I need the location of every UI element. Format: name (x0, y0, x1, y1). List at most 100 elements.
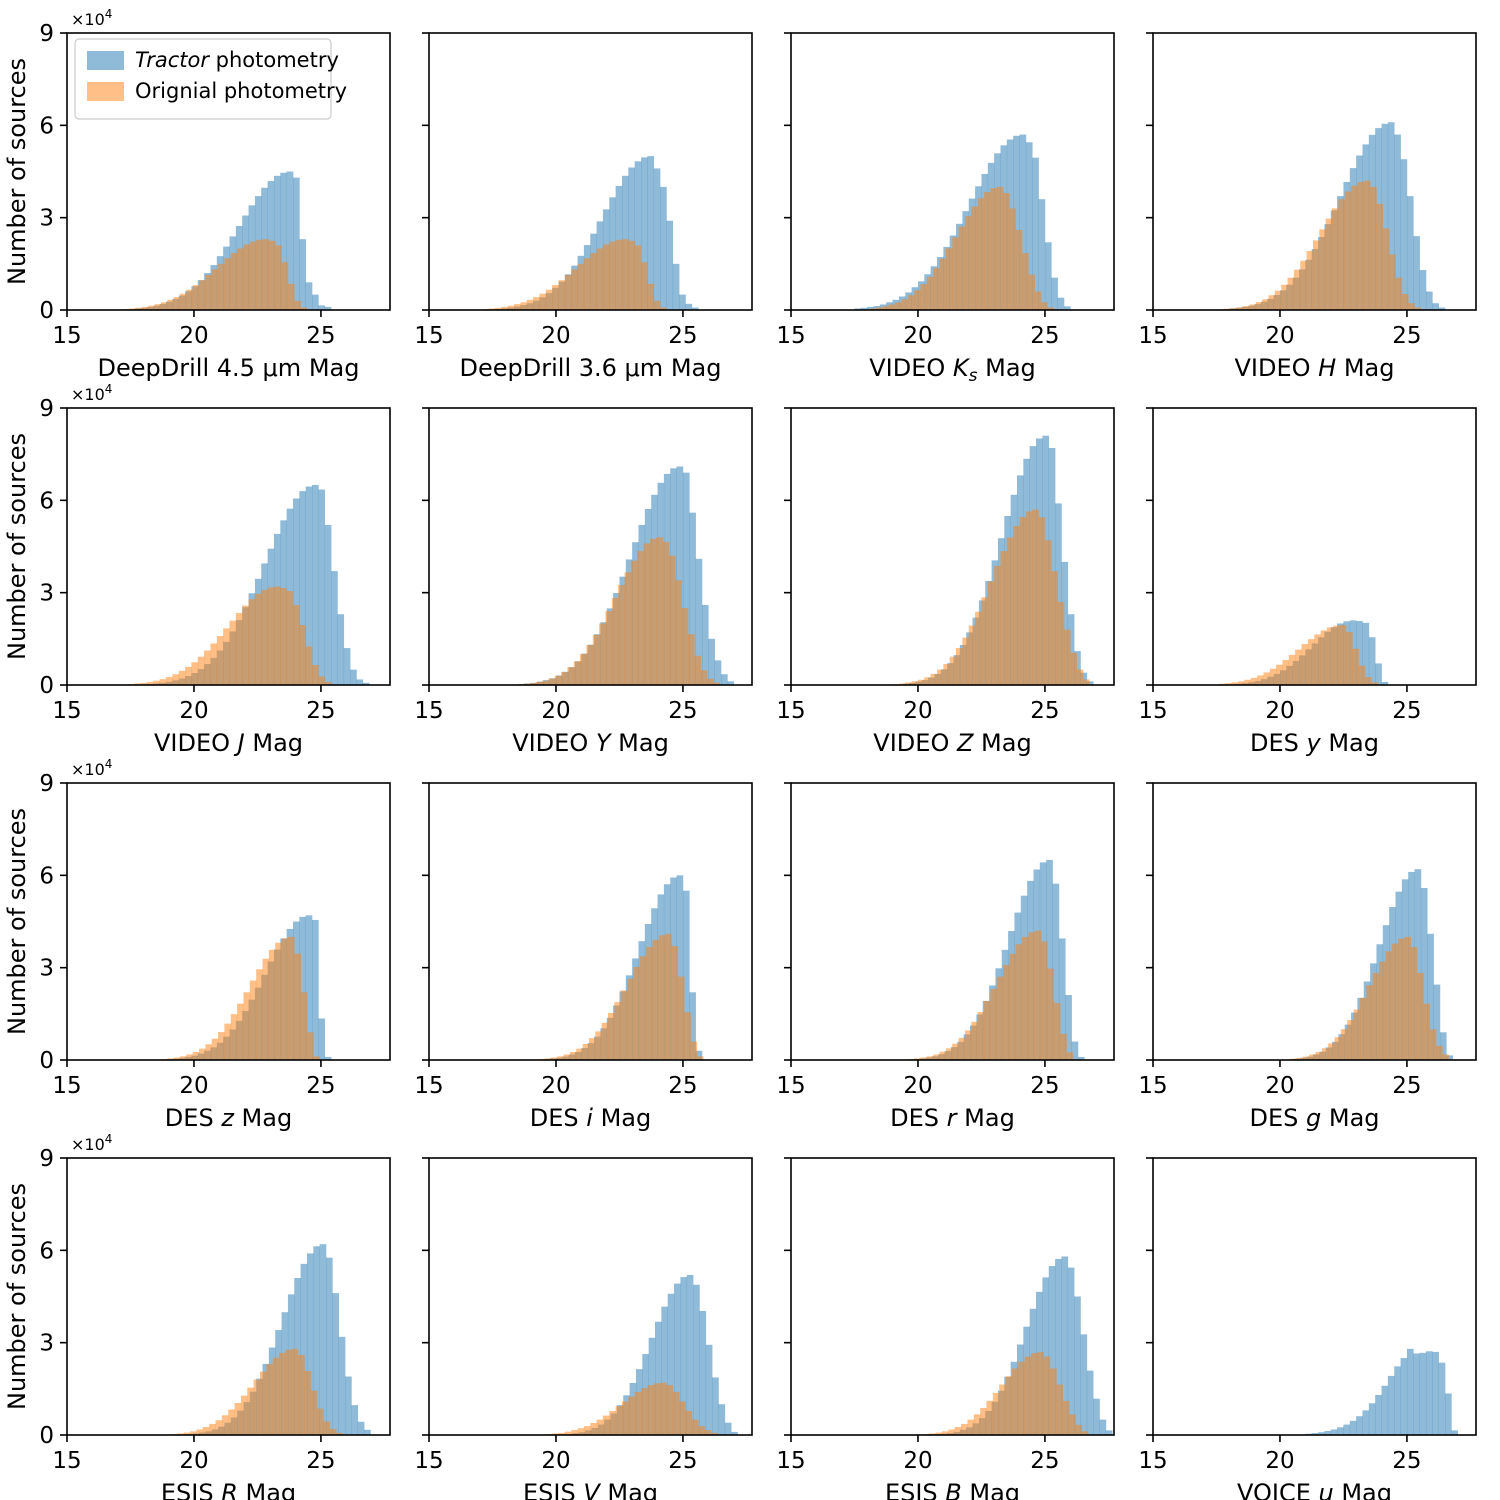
axes-frame (790, 782, 1115, 1061)
x-axis-label: DES r Mag (890, 1104, 1015, 1132)
x-tick-label: 20 (541, 323, 570, 349)
x-tick-label: 15 (776, 698, 805, 724)
panel-esis-v: 15 20 25 ESIS V Mag (414, 1157, 753, 1500)
x-axis-label: VIDEO Ks Mag (869, 354, 1036, 386)
axes-frame (790, 407, 1115, 686)
x-tick-label: 15 (776, 1073, 805, 1099)
x-tick-label: 15 (776, 323, 805, 349)
panel-video-j: 15 20 25 0 3 6 9 ×104 Number of sources VIDEO J M… (3, 382, 391, 757)
x-tick-label: 25 (306, 323, 335, 349)
x-tick-label: 20 (903, 1073, 932, 1099)
x-axis-label: DeepDrill 4.5 μm Mag (98, 354, 360, 382)
panel-des-i: 15 20 25 DES i Mag (414, 782, 753, 1132)
legend-box (74, 38, 332, 120)
x-axis-label: DES g Mag (1249, 1104, 1379, 1132)
y-axis-offset-text: ×104 (71, 382, 112, 404)
original-series-bars (171, 1348, 343, 1435)
legend-swatch-tractor (87, 51, 124, 70)
panel-deepdrill-3p6um: 15 20 25 DeepDrill 3.6 μm Mag (414, 32, 753, 382)
x-tick-label: 20 (1265, 1448, 1294, 1474)
original-series-bars (545, 1382, 718, 1435)
x-tick-label: 20 (903, 698, 932, 724)
x-tick-label: 20 (179, 698, 208, 724)
original-series-bars (122, 239, 308, 310)
x-tick-label: 25 (668, 323, 697, 349)
x-axis-label: DeepDrill 3.6 μm Mag (460, 354, 722, 382)
axes-frame (1152, 407, 1477, 686)
y-axis-label: Number of sources (3, 808, 31, 1035)
axes-frame (66, 782, 391, 1061)
y-tick-label: 0 (39, 1423, 54, 1449)
panel-video-y: 15 20 25 VIDEO Y Mag (414, 407, 753, 757)
x-tick-label: 15 (52, 698, 81, 724)
y-tick-label: 9 (39, 1146, 54, 1172)
axes-frame (428, 32, 753, 311)
original-series-bars (1290, 936, 1450, 1060)
legend-label-tractor: Tractor photometry (135, 48, 339, 72)
x-tick-label: 20 (903, 1448, 932, 1474)
x-tick-label: 25 (1392, 698, 1421, 724)
x-tick-label: 15 (1138, 323, 1167, 349)
axes-frame (428, 782, 753, 1061)
axes-frame (66, 407, 391, 686)
axes-frame (790, 32, 1115, 311)
x-tick-label: 15 (52, 1448, 81, 1474)
panel-video-ks: 15 20 25 VIDEO Ks Mag (776, 32, 1115, 386)
original-series-bars (482, 239, 667, 310)
x-axis-label: VIDEO J Mag (154, 729, 303, 757)
y-tick-label: 0 (39, 298, 54, 324)
x-tick-label: 15 (776, 1448, 805, 1474)
panel-des-r: 15 20 25 DES r Mag (776, 782, 1115, 1132)
y-tick-label: 0 (39, 1048, 54, 1074)
x-axis-label: VIDEO Y Mag (512, 729, 669, 757)
y-axis-offset-text: ×104 (71, 757, 112, 779)
axes-frame (1152, 32, 1477, 311)
x-tick-label: 20 (1265, 1073, 1294, 1099)
x-tick-label: 15 (52, 323, 81, 349)
x-tick-label: 25 (1030, 698, 1059, 724)
x-tick-label: 20 (179, 1448, 208, 1474)
x-tick-label: 25 (1392, 1448, 1421, 1474)
y-tick-label: 9 (39, 396, 54, 422)
x-tick-label: 25 (1392, 1073, 1421, 1099)
y-tick-label: 6 (39, 113, 54, 139)
panel-video-h: 15 20 25 VIDEO H Mag (1138, 32, 1477, 382)
panel-esis-b: 15 20 25 ESIS B Mag (776, 1157, 1115, 1500)
x-tick-label: 20 (179, 323, 208, 349)
original-series-bars (907, 930, 1074, 1060)
y-axis-offset-text: ×104 (71, 7, 112, 29)
y-tick-label: 3 (39, 581, 54, 607)
x-tick-label: 25 (306, 698, 335, 724)
x-tick-label: 25 (1030, 1073, 1059, 1099)
panel-des-y: 15 20 25 DES y Mag (1138, 407, 1477, 757)
x-tick-label: 25 (1030, 323, 1059, 349)
y-tick-label: 9 (39, 771, 54, 797)
panel-video-z: 15 20 25 VIDEO Z Mag (776, 407, 1115, 757)
y-tick-label: 6 (39, 488, 54, 514)
tractor-series-bars (1305, 1348, 1459, 1435)
y-axis-offset-text: ×104 (71, 1132, 112, 1154)
legend-label-original: Orignial photometry (135, 79, 347, 103)
x-tick-label: 15 (52, 1073, 81, 1099)
panel-deepdrill-4p5um: 15 20 25 0 3 6 9 ×104 Number of sources DeepDrill… (3, 7, 391, 382)
original-series-bars (923, 1351, 1089, 1435)
x-tick-label: 20 (903, 323, 932, 349)
y-axis-label: Number of sources (3, 433, 31, 660)
axes-frame (66, 32, 391, 311)
x-axis-label: ESIS V Mag (523, 1479, 658, 1500)
x-tick-label: 15 (1138, 1073, 1167, 1099)
y-tick-label: 3 (39, 956, 54, 982)
axes-frame (1152, 782, 1477, 1061)
y-axis-label: Number of sources (3, 58, 31, 285)
x-tick-label: 15 (414, 1448, 443, 1474)
x-tick-label: 25 (668, 1448, 697, 1474)
x-tick-label: 25 (668, 698, 697, 724)
x-tick-label: 20 (541, 1448, 570, 1474)
x-tick-label: 25 (1030, 1448, 1059, 1474)
x-tick-label: 20 (541, 1073, 570, 1099)
x-tick-label: 20 (1265, 323, 1294, 349)
axes-frame (428, 1157, 753, 1436)
y-tick-label: 9 (39, 21, 54, 47)
